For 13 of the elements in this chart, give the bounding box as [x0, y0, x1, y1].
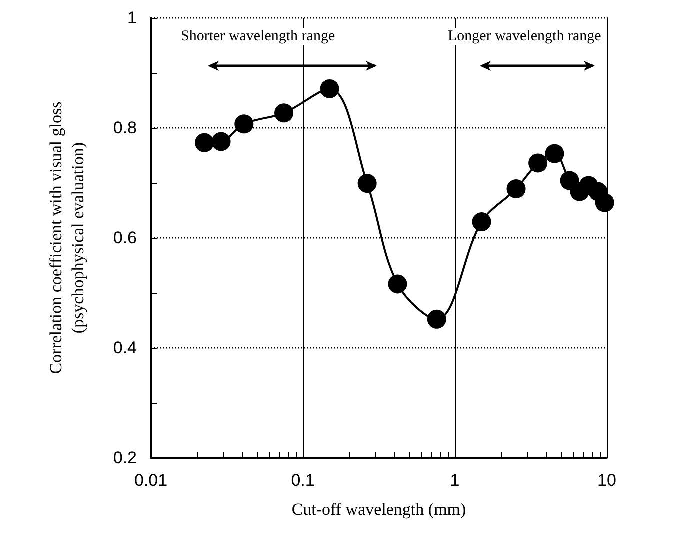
y-tick-label: 0.8 [113, 118, 137, 138]
y-tick-label: 0.6 [113, 228, 137, 248]
y-axis-title: Correlation coefficient with visual gloss (psychophysical evaluation) [46, 102, 88, 374]
annotation: Longer wavelength range [448, 28, 602, 44]
y-tick-label: 0.2 [113, 448, 137, 468]
x-tick-label: 10 [598, 471, 616, 490]
y-tick-label: 0.4 [113, 338, 137, 358]
annotation: Shorter wavelength range [181, 28, 336, 44]
x-axis-title: Cut-off wavelength (mm) [292, 500, 466, 519]
x-tick-label: 1 [450, 471, 460, 490]
x-tick-label: 0.01 [134, 471, 168, 490]
y-tick-label: 1 [128, 8, 137, 28]
x-tick-label: 0.1 [291, 471, 315, 490]
